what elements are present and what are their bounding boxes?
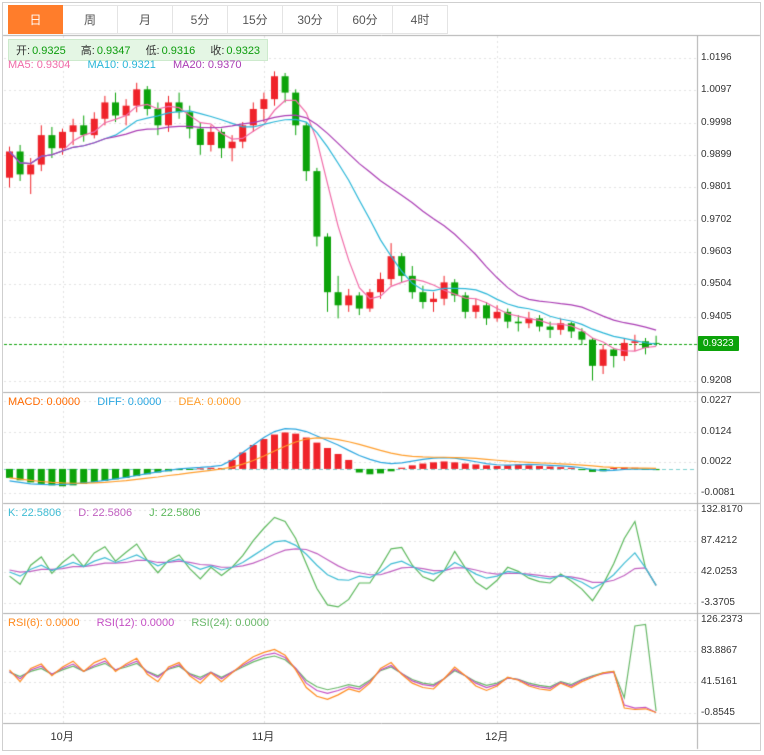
kdj-legend: K: 22.5806 D: 22.5806 J: 22.5806 [8, 507, 215, 519]
y-axis-label: 126.2373 [701, 613, 743, 625]
tab-4hour[interactable]: 4时 [393, 5, 448, 34]
ohlc-legend: 开: 0.9325 高: 0.9347 低: 0.9316 收: 0.9323 [8, 39, 269, 61]
macd-legend-item: MACD: 0.0000 [8, 396, 81, 408]
rsi24-legend-item: RSI(24): 0.0000 [191, 617, 269, 629]
tab-week[interactable]: 周 [63, 5, 118, 34]
y-axis-label: 42.0253 [701, 566, 738, 578]
j-legend-item: J: 22.5806 [149, 507, 201, 519]
rsi12-legend-item: RSI(12): 0.0000 [96, 617, 175, 629]
y-axis-label: 0.0022 [701, 456, 732, 468]
y-axis-label: -0.0081 [701, 487, 735, 499]
ma-legend: MA5: 0.9304 MA10: 0.9321 MA20: 0.9370 [8, 59, 256, 71]
y-axis-label: 0.9702 [701, 213, 732, 225]
y-axis-label: 87.4212 [701, 534, 738, 546]
y-axis-label: 1.0196 [701, 51, 732, 63]
ohlc-high: 高: 0.9347 [80, 45, 131, 57]
y-axis-label: 0.0227 [701, 395, 732, 407]
y-axis-label: 0.9998 [701, 116, 732, 128]
ohlc-close: 收: 0.9323 [210, 45, 261, 57]
y-axis-label: 0.9801 [701, 181, 732, 193]
ma5-legend-item: MA5: 0.9304 [8, 59, 71, 71]
y-axis-label: 41.5161 [701, 676, 738, 687]
tab-60min[interactable]: 60分 [338, 5, 393, 34]
tab-day[interactable]: 日 [8, 5, 63, 34]
y-axis-label: 0.9603 [701, 245, 732, 257]
y-axis-label: 0.9899 [701, 149, 732, 161]
tab-15min[interactable]: 15分 [228, 5, 283, 34]
y-axis-label: 132.8170 [701, 503, 743, 515]
period-tabbar: 日 周 月 5分 15分 30分 60分 4时 [8, 5, 448, 34]
diff-legend-item: DIFF: 0.0000 [97, 396, 162, 408]
y-axis-label: 0.9504 [701, 278, 732, 290]
tab-month[interactable]: 月 [118, 5, 173, 34]
tab-5min[interactable]: 5分 [173, 5, 228, 34]
ma20-legend-item: MA20: 0.9370 [173, 59, 242, 71]
y-axis-label: -0.8545 [701, 707, 735, 719]
macd-legend: MACD: 0.0000 DIFF: 0.0000 DEA: 0.0000 [8, 396, 255, 408]
x-axis-month-label: 11月 [251, 731, 275, 743]
ma10-legend-item: MA10: 0.9321 [87, 59, 156, 71]
k-legend-item: K: 22.5806 [8, 507, 62, 519]
tab-30min[interactable]: 30分 [283, 5, 338, 34]
ohlc-low: 低: 0.9316 [145, 45, 196, 57]
d-legend-item: D: 22.5806 [78, 507, 133, 519]
rsi6-legend-item: RSI(6): 0.0000 [8, 617, 80, 629]
y-axis-label: -3.3705 [701, 597, 735, 609]
y-axis-label: 83.8867 [701, 644, 738, 656]
x-axis-month-label: 12月 [485, 731, 509, 743]
y-axis-label: 0.0124 [701, 425, 732, 437]
ohlc-open: 开: 0.9325 [16, 45, 66, 57]
y-axis-label: 1.0097 [701, 84, 732, 96]
rsi-legend: RSI(6): 0.0000 RSI(12): 0.0000 RSI(24): … [8, 617, 283, 629]
dea-legend-item: DEA: 0.0000 [178, 396, 241, 408]
y-axis-label: 0.9405 [701, 310, 732, 322]
y-axis-label: 0.9208 [701, 375, 732, 387]
x-axis-month-label: 10月 [50, 731, 74, 743]
last-price-badge: 0.9323 [698, 335, 739, 351]
